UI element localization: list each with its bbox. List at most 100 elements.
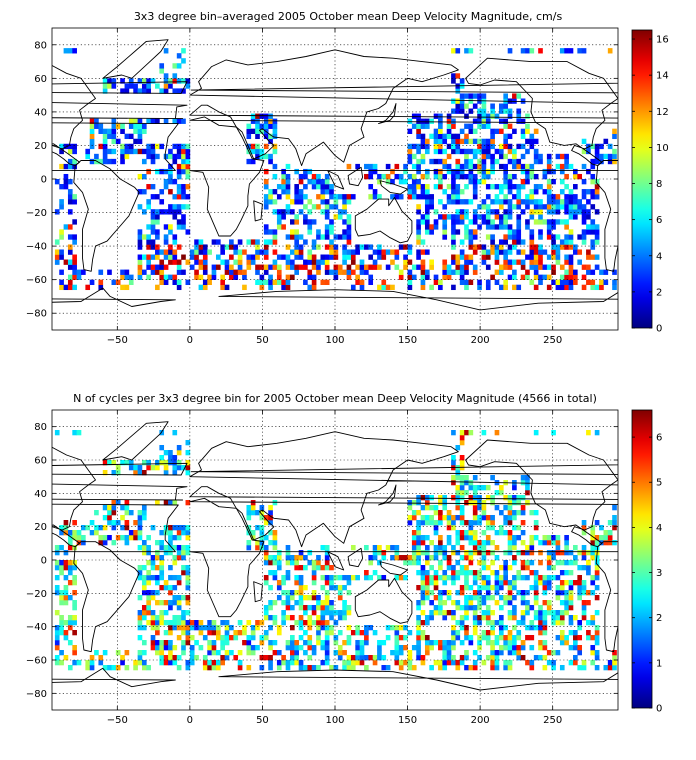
bin-cell (372, 168, 378, 175)
bin-cell (433, 570, 439, 576)
bin-cell (546, 605, 552, 611)
bin-cell (329, 605, 334, 611)
bin-cell (459, 460, 465, 466)
bin-cell (181, 550, 186, 556)
bin-cell (451, 219, 456, 225)
bin-cell (481, 123, 487, 129)
bin-cell (185, 500, 191, 506)
bin-cell (346, 625, 352, 631)
y-tick-label: 60 (34, 456, 47, 467)
bin-cell (459, 163, 465, 170)
bin-cell (529, 209, 535, 215)
bin-cell (533, 520, 539, 526)
bin-cell (594, 430, 600, 436)
bin-cell (612, 540, 617, 546)
bin-cell (586, 224, 591, 230)
bin-cell (381, 279, 387, 285)
bin-cell (594, 184, 600, 190)
bin-cell (568, 590, 574, 596)
bin-cell (298, 575, 304, 581)
bin-cell (555, 219, 561, 225)
bin-cell (533, 625, 539, 631)
bin-cell (281, 214, 286, 220)
bin-cell (451, 73, 456, 79)
bin-cell (407, 153, 413, 160)
bin-cell (311, 239, 317, 245)
bin-cell (272, 545, 278, 551)
bin-cell (85, 660, 91, 666)
bin-cell (564, 184, 569, 190)
bin-cell (477, 118, 482, 124)
bin-cell (324, 264, 330, 270)
bin-cell (420, 660, 426, 666)
bin-cell (342, 209, 347, 215)
bin-cell (377, 179, 382, 185)
bin-cell (350, 665, 356, 671)
bin-cell (390, 259, 395, 265)
bin-cell (141, 625, 147, 631)
bin-cell (372, 555, 378, 561)
bin-cell (316, 184, 321, 190)
bin-cell (168, 575, 173, 581)
bin-cell (520, 199, 526, 205)
bin-cell (233, 274, 239, 280)
bin-cell (294, 244, 300, 250)
bin-cell (555, 259, 561, 265)
bin-cell (573, 640, 578, 646)
bin-cell (220, 284, 225, 291)
bin-cell (529, 163, 535, 170)
coastlines (52, 39, 618, 311)
bin-cell (490, 525, 495, 531)
bin-cell (176, 204, 182, 210)
bin-cell (189, 655, 195, 661)
bin-cell (394, 249, 400, 255)
bin-cell (150, 595, 156, 601)
bin-cell (307, 620, 313, 626)
bin-cell (459, 440, 465, 446)
bin-cell (529, 189, 535, 195)
bin-cell (485, 234, 491, 240)
bin-cell (494, 575, 500, 581)
bin-cell (485, 515, 491, 521)
bin-cell (137, 229, 143, 235)
bin-cell (551, 660, 556, 666)
coastline (354, 577, 413, 624)
bin-cell (424, 545, 430, 551)
bin-cell (407, 665, 413, 671)
bin-cell (337, 575, 343, 581)
y-tick-label: 60 (34, 74, 47, 85)
bin-cell (233, 244, 239, 250)
bin-cell (472, 118, 478, 124)
bin-cell (141, 660, 147, 666)
colorbar-frame (631, 409, 653, 709)
bin-cell (303, 650, 308, 656)
bin-cell (555, 560, 561, 566)
bin-cell (398, 194, 404, 200)
bin-cell (477, 550, 482, 556)
bin-cell (54, 625, 60, 631)
bin-cell (420, 249, 426, 255)
bin-cell (311, 204, 317, 210)
bin-cell (546, 610, 552, 616)
bin-cell (163, 660, 169, 666)
bin-cell (459, 535, 465, 541)
bin-cell (546, 565, 552, 571)
bin-cell (573, 209, 578, 215)
bin-cell (546, 600, 552, 606)
bin-cell (481, 173, 487, 180)
bin-cell (76, 430, 82, 436)
bin-cell (498, 530, 504, 536)
bin-cell (464, 148, 469, 155)
bin-cell (337, 209, 343, 215)
bin-cell (398, 173, 404, 180)
bin-cell (577, 259, 583, 265)
bin-cell (220, 259, 225, 265)
bin-cell (438, 660, 443, 666)
bin-cell (581, 229, 587, 235)
bin-cell (202, 254, 208, 260)
bin-cell (481, 138, 487, 145)
bin-cell (85, 284, 91, 291)
bin-cell (407, 520, 413, 526)
bin-cell (573, 199, 578, 205)
bin-cell (290, 655, 295, 661)
